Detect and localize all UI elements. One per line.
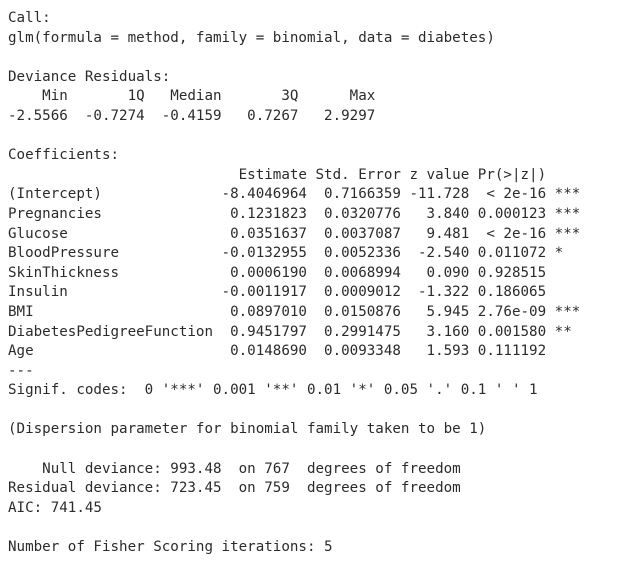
null-deviance: Null deviance: 993.48 on 767 degrees of … xyxy=(8,460,461,477)
coefficient-row-pregnancies: Pregnancies 0.1231823 0.0320776 3.840 0.… xyxy=(8,205,581,222)
deviance-residuals-values: -2.5566 -0.7274 -0.4159 0.7267 2.9297 xyxy=(8,107,393,124)
call-text: glm(formula = method, family = binomial,… xyxy=(8,29,495,46)
coefficient-row-intercept: (Intercept) -8.4046964 0.7166359 -11.728… xyxy=(8,186,581,203)
dispersion-note: (Dispersion parameter for binomial famil… xyxy=(8,421,487,438)
blank-line xyxy=(8,127,620,147)
signif-codes: Signif. codes: 0 '***' 0.001 '**' 0.01 '… xyxy=(8,382,538,399)
coefficient-row-age: Age 0.0148690 0.0093348 1.593 0.111192 xyxy=(8,343,581,360)
coefficients-column-headers: Estimate Std. Error z value Pr(>|z|) xyxy=(8,166,581,183)
call-header: Call: xyxy=(8,10,51,26)
coefficient-row-glucose: Glucose 0.0351637 0.0037087 9.481 < 2e-1… xyxy=(8,225,581,242)
residual-deviance: Residual deviance: 723.45 on 759 degrees… xyxy=(8,480,461,497)
blank-line xyxy=(8,48,620,68)
separator-line: --- xyxy=(8,362,34,379)
coefficient-row-diabetespedigreefunction: DiabetesPedigreeFunction 0.9451797 0.299… xyxy=(8,323,581,340)
coefficient-row-skinthickness: SkinThickness 0.0006190 0.0068994 0.090 … xyxy=(8,264,581,281)
coefficient-row-bloodpressure: BloodPressure -0.0132955 0.0052336 -2.54… xyxy=(8,245,581,262)
coefficients-header: Coefficients: xyxy=(8,147,120,164)
coefficient-row-insulin: Insulin -0.0011917 0.0009012 -1.322 0.18… xyxy=(8,284,581,301)
aic-value: AIC: 741.45 xyxy=(8,499,102,516)
blank-line xyxy=(8,440,620,460)
coefficient-row-bmi: BMI 0.0897010 0.0150876 5.945 2.76e-09 *… xyxy=(8,303,581,320)
blank-line xyxy=(8,518,620,538)
fisher-scoring-iterations: Number of Fisher Scoring iterations: 5 xyxy=(8,539,333,556)
deviance-residuals-labels: Min 1Q Median 3Q Max xyxy=(8,88,393,105)
blank-line xyxy=(8,401,620,421)
deviance-residuals-header: Deviance Residuals: xyxy=(8,68,171,85)
